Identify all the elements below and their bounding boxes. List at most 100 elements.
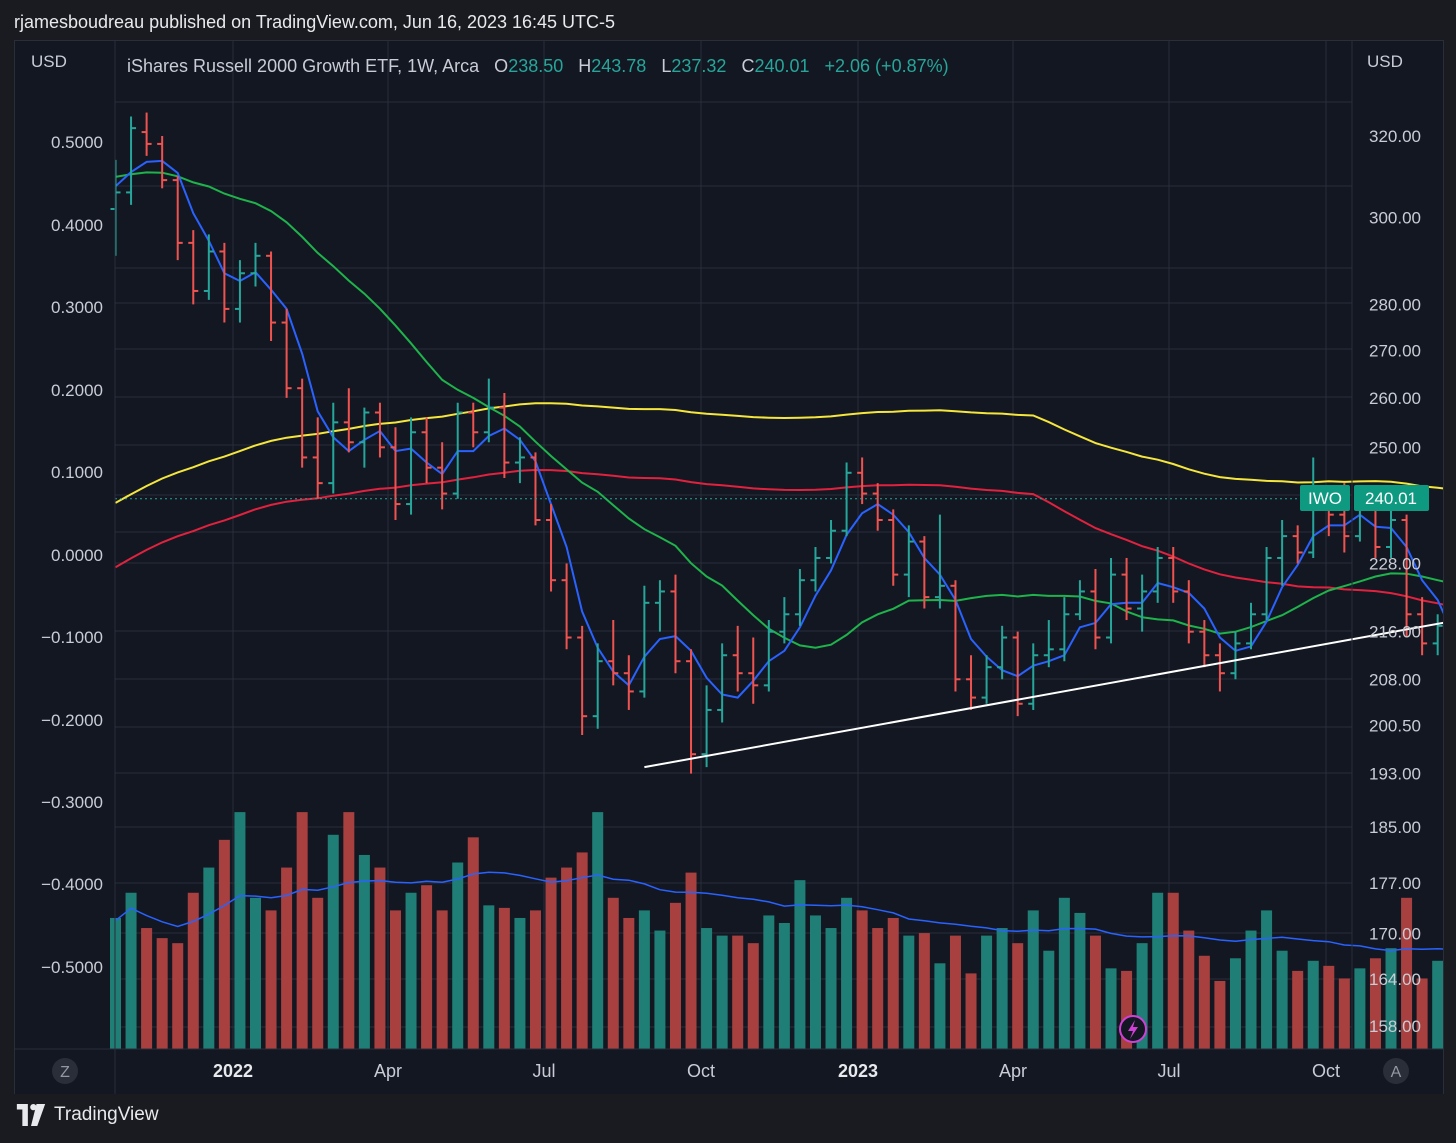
volume-bar (405, 892, 417, 1049)
volume-bar (1058, 897, 1070, 1049)
right-axis-tick: 300.00 (1369, 208, 1421, 227)
left-axis-tick: −0.5000 (41, 958, 103, 977)
volume-bar (498, 907, 510, 1049)
lightning-icon[interactable] (1119, 1015, 1147, 1043)
volume-bar (1183, 930, 1195, 1049)
ohlc-bar (841, 462, 852, 537)
ohlc-bar (437, 442, 448, 510)
volume-bar (934, 963, 946, 1049)
auto-scale-right-button[interactable]: A (1383, 1058, 1409, 1084)
ohlc-bar (717, 643, 728, 723)
left-axis[interactable]: 0.5000 0.4000 0.3000 0.2000 0.1000 0.0000 −0.1… (41, 133, 103, 977)
ohlc-bar (670, 574, 681, 674)
left-axis-tick: −0.4000 (41, 875, 103, 894)
symbol-name: iShares Russell 2000 Growth ETF, 1W, Arc… (127, 56, 480, 76)
tradingview-logo-icon (16, 1104, 46, 1126)
ohlc-bar (157, 136, 168, 189)
ma-very-long-line (115, 402, 1456, 504)
right-axis-tick: 164.00 (1369, 970, 1421, 989)
right-axis-tick: 216.00 (1369, 623, 1421, 642)
symbol-price-tag: IWO (1300, 485, 1350, 511)
ohlc-bar (514, 437, 525, 484)
ohlc-bar (219, 242, 230, 323)
ohlc-bar (1059, 597, 1070, 662)
volume-bar (903, 935, 915, 1049)
volume-bar (778, 923, 790, 1049)
volume-bar (701, 928, 713, 1049)
left-axis-tick: 0.0000 (51, 546, 103, 565)
ohlc-bar (903, 525, 914, 598)
ohlc-bar (1043, 620, 1054, 668)
volume-bar (187, 892, 199, 1049)
volume-bar (1354, 968, 1366, 1049)
volume-bar (1105, 968, 1117, 1049)
volume-bar (265, 910, 277, 1049)
volume-bar (1416, 978, 1428, 1049)
footer (0, 1094, 1456, 1143)
volume-bar (327, 834, 339, 1049)
volume-bar (638, 910, 650, 1049)
price-chart[interactable]: iShares Russell 2000 Growth ETF, 1W, Arc… (15, 41, 1456, 1095)
ma-long-line (115, 468, 1456, 608)
volume-ma-line (115, 871, 1456, 952)
ohlc-bar (732, 625, 743, 692)
ohlc-bar (997, 625, 1008, 680)
volume-bar (436, 910, 448, 1049)
trendline[interactable] (644, 572, 1456, 769)
auto-scale-left-button[interactable]: Z (52, 1058, 78, 1084)
volume-bar (249, 897, 261, 1049)
right-axis-tick: 200.50 (1369, 717, 1421, 736)
ohlc-bar (654, 580, 665, 632)
ohlc-bar (826, 519, 837, 564)
volume-bar (312, 897, 324, 1049)
right-axis-tick: 158.00 (1369, 1017, 1421, 1036)
tradingview-logo[interactable]: TradingView (16, 1104, 159, 1126)
grid-lines (115, 41, 1352, 1049)
volume-bar (358, 854, 370, 1049)
ohlc-bar (343, 388, 354, 453)
volume-bar (1276, 950, 1288, 1049)
volume-bar (794, 880, 806, 1049)
time-axis-label: Apr (999, 1061, 1027, 1081)
ohlc-bar (592, 643, 603, 729)
volume-bar (981, 935, 993, 1049)
left-axis-tick: 0.3000 (51, 298, 103, 317)
volume-bar (576, 852, 588, 1049)
left-axis-unit: USD (31, 52, 67, 71)
ohlc-bar (966, 655, 977, 710)
volume-bar (281, 867, 293, 1049)
right-axis-tick: 320.00 (1369, 127, 1421, 146)
volume-bar (949, 935, 961, 1049)
volume-bar (1198, 955, 1210, 1049)
volume-bar (592, 812, 604, 1049)
volume-bar (1121, 970, 1133, 1049)
volume-bar (732, 935, 744, 1049)
ohlc-bar (483, 378, 494, 443)
ohlc-bar (1432, 614, 1443, 656)
ohlc-bar (981, 655, 992, 704)
volume-bar (1167, 892, 1179, 1049)
ohlc-bar (872, 483, 883, 531)
right-axis[interactable]: 320.00 300.00 280.00 270.00 260.00 250.00 228.… (1369, 127, 1421, 1036)
ohlc-bar (779, 597, 790, 644)
ohlc-bar (452, 402, 463, 499)
volume-bar (747, 943, 759, 1049)
volume-bar (1261, 910, 1273, 1049)
volume-bar (809, 915, 821, 1049)
volume-bar (685, 872, 697, 1049)
right-axis-tick: 170.00 (1369, 925, 1421, 944)
volume-bar (825, 928, 837, 1049)
ohlc-bar (934, 514, 945, 609)
volume-bar (1074, 912, 1086, 1049)
ohlc-bar (266, 251, 277, 341)
ohlc-bar (1012, 631, 1023, 717)
time-axis[interactable]: 2022 Apr Jul Oct 2023 Apr Jul Oct (213, 1061, 1340, 1081)
volume-bar (483, 905, 495, 1049)
left-axis-tick: 0.5000 (51, 133, 103, 152)
ohlc-bar (810, 547, 821, 592)
ohlc-bar (1074, 580, 1085, 621)
ohlc-bars (110, 112, 1456, 774)
chart-panel[interactable]: iShares Russell 2000 Growth ETF, 1W, Arc… (14, 40, 1456, 1096)
ohlc-bar (919, 536, 930, 609)
ohlc-bar (126, 116, 137, 205)
